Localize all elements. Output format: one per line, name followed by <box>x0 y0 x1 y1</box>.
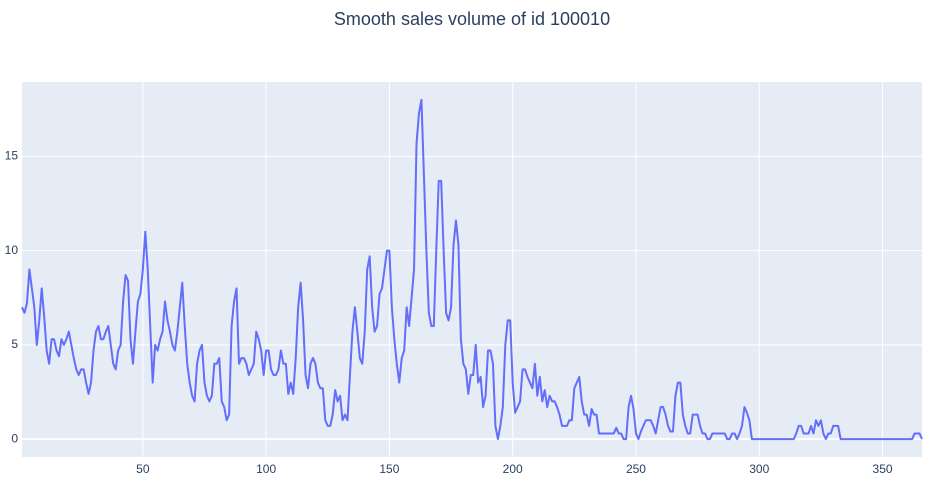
chart-title: Smooth sales volume of id 100010 <box>334 9 610 29</box>
plot-area <box>22 82 922 457</box>
x-tick-label: 300 <box>749 462 769 476</box>
x-tick-label: 100 <box>256 462 276 476</box>
x-tick-label: 200 <box>503 462 523 476</box>
y-tick-label: 0 <box>11 431 18 445</box>
y-tick-label: 10 <box>5 243 19 257</box>
labels: 0 5 10 15 50 100 150 200 250 300 350 <box>5 149 893 477</box>
marks <box>21 98 923 441</box>
y-tick-label: 5 <box>11 337 18 351</box>
x-tick-label: 250 <box>626 462 646 476</box>
line-series <box>21 98 923 441</box>
x-tick-label: 350 <box>873 462 893 476</box>
x-tick-label: 150 <box>379 462 399 476</box>
x-tick-label: 50 <box>136 462 150 476</box>
y-tick-label: 15 <box>5 149 19 163</box>
